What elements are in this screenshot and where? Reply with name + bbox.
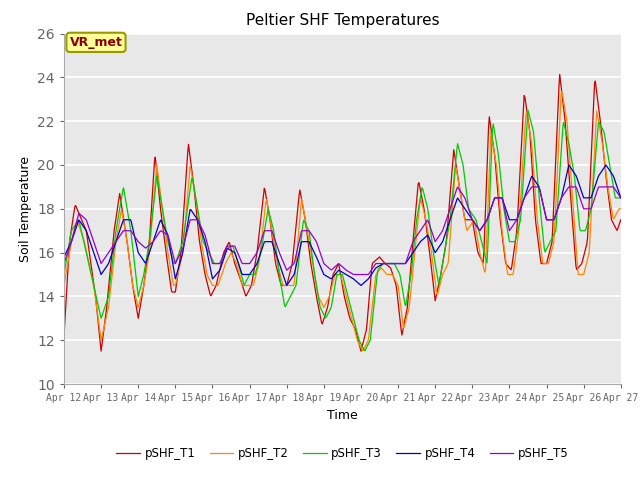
pSHF_T4 (389, 261, 397, 266)
pSHF_T2 (617, 206, 625, 212)
pSHF_T3 (206, 252, 214, 258)
pSHF_T2 (334, 272, 342, 277)
pSHF_T3 (361, 348, 369, 354)
pSHF_T2 (568, 178, 575, 184)
pSHF_T5 (389, 261, 397, 266)
pSHF_T4 (283, 283, 291, 288)
pSHF_T3 (389, 261, 397, 266)
Line: pSHF_T1: pSHF_T1 (64, 74, 621, 351)
pSHF_T4 (568, 166, 575, 171)
Line: pSHF_T3: pSHF_T3 (64, 110, 621, 351)
Y-axis label: Soil Temperature: Soil Temperature (19, 156, 31, 262)
pSHF_T3 (182, 215, 190, 220)
pSHF_T5 (617, 195, 625, 201)
pSHF_T5 (182, 232, 190, 238)
pSHF_T2 (444, 262, 451, 268)
pSHF_T1 (97, 348, 105, 354)
Legend: pSHF_T1, pSHF_T2, pSHF_T3, pSHF_T4, pSHF_T5: pSHF_T1, pSHF_T2, pSHF_T3, pSHF_T4, pSHF… (111, 443, 573, 465)
pSHF_T4 (206, 264, 214, 270)
Line: pSHF_T4: pSHF_T4 (64, 165, 621, 286)
pSHF_T3 (444, 231, 451, 237)
Text: VR_met: VR_met (70, 36, 122, 49)
pSHF_T5 (60, 261, 68, 266)
X-axis label: Time: Time (327, 408, 358, 421)
pSHF_T4 (617, 195, 625, 201)
Line: pSHF_T5: pSHF_T5 (64, 187, 621, 275)
pSHF_T2 (206, 278, 214, 284)
pSHF_T2 (389, 272, 397, 278)
pSHF_T4 (565, 162, 573, 168)
pSHF_T1 (335, 261, 342, 267)
pSHF_T5 (206, 252, 214, 258)
pSHF_T4 (182, 229, 190, 235)
pSHF_T3 (334, 272, 342, 277)
pSHF_T1 (617, 217, 625, 223)
pSHF_T4 (335, 267, 342, 273)
pSHF_T1 (556, 72, 564, 77)
pSHF_T3 (617, 195, 625, 201)
pSHF_T5 (568, 184, 575, 190)
pSHF_T1 (568, 203, 575, 209)
pSHF_T3 (568, 155, 575, 161)
pSHF_T1 (207, 293, 215, 299)
pSHF_T1 (183, 161, 191, 167)
pSHF_T4 (60, 254, 68, 260)
pSHF_T2 (60, 283, 68, 288)
pSHF_T5 (444, 213, 451, 219)
pSHF_T3 (524, 108, 532, 113)
Title: Peltier SHF Temperatures: Peltier SHF Temperatures (246, 13, 439, 28)
pSHF_T2 (358, 348, 366, 353)
pSHF_T5 (350, 272, 358, 277)
pSHF_T2 (557, 89, 565, 95)
pSHF_T1 (444, 224, 451, 229)
pSHF_T4 (444, 224, 451, 230)
pSHF_T1 (389, 271, 397, 277)
pSHF_T2 (182, 210, 190, 216)
pSHF_T1 (60, 333, 68, 339)
pSHF_T3 (60, 272, 68, 277)
pSHF_T5 (334, 262, 342, 267)
pSHF_T5 (528, 184, 536, 190)
Line: pSHF_T2: pSHF_T2 (64, 92, 621, 350)
